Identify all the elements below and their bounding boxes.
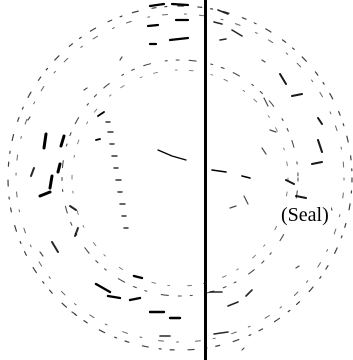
seal-label: (Seal): [279, 203, 331, 227]
vertical-rule: [204, 0, 207, 360]
